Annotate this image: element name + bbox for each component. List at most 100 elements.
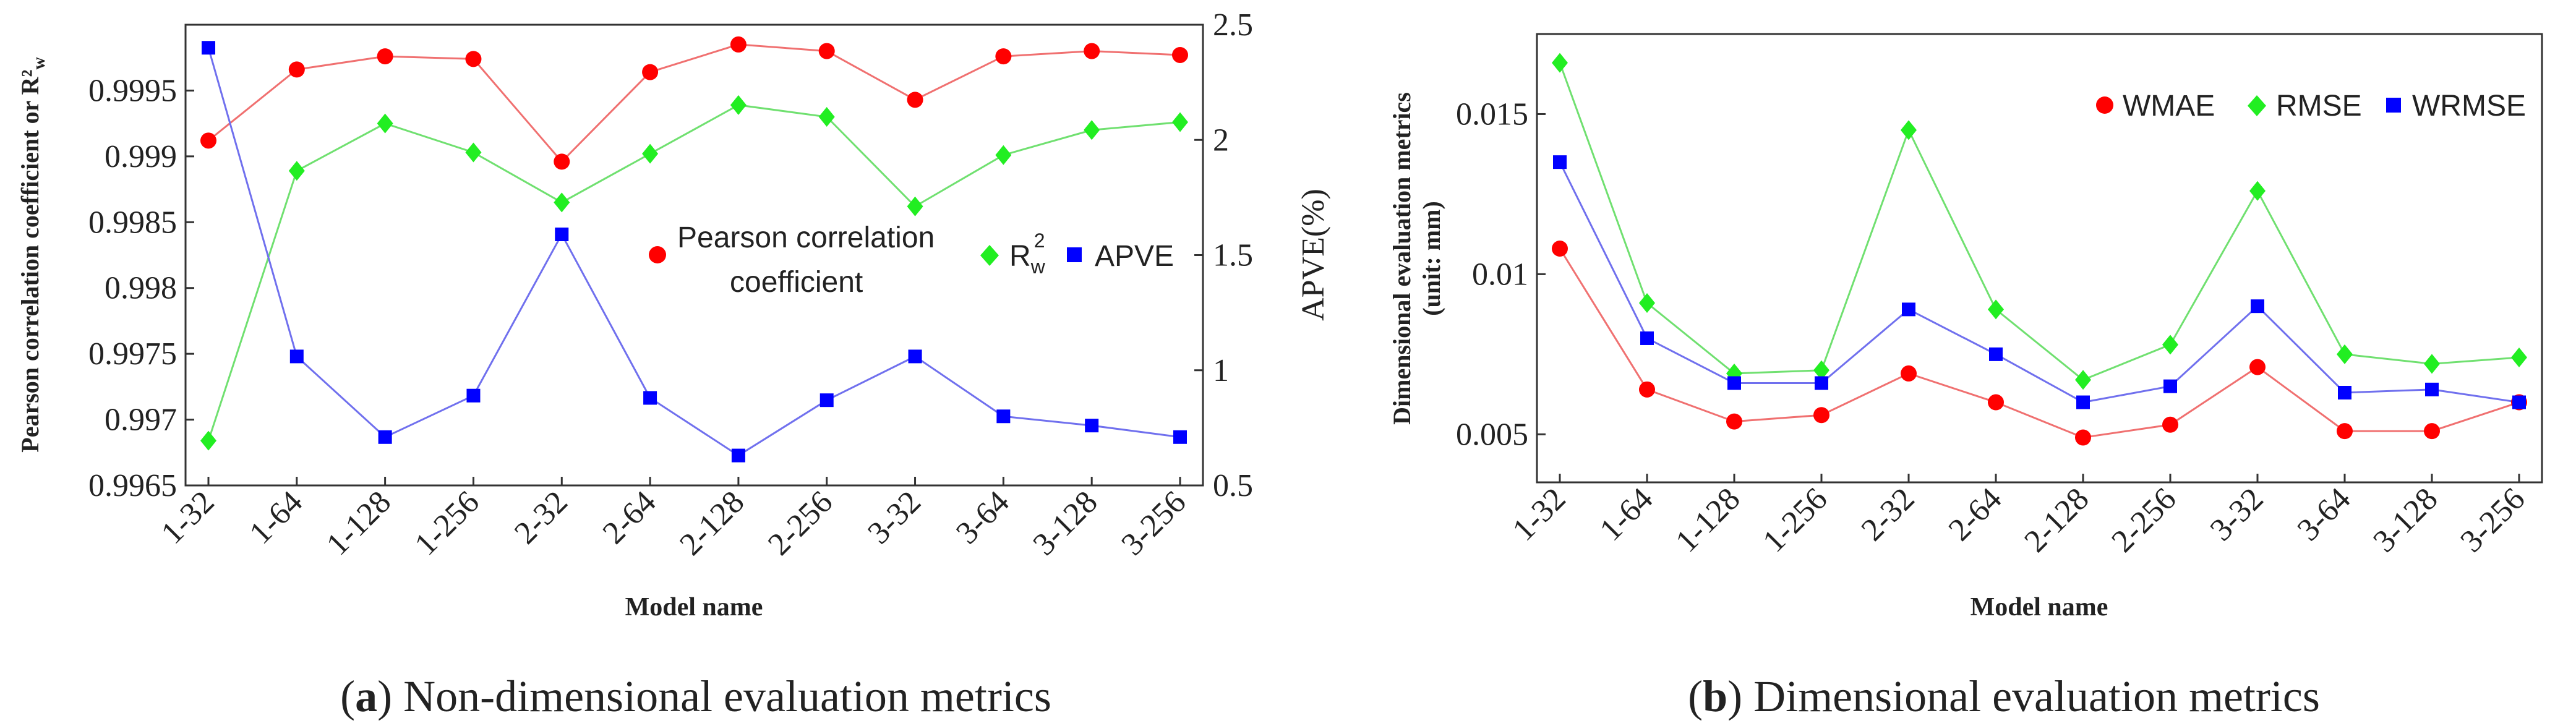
data-point [996,409,1011,424]
chart-a-ylabel: Pearson correlation coefficient or R²w [16,57,49,453]
y2tick-label: 2 [1213,122,1229,158]
data-point [289,349,304,364]
xtick-label: 1-64 [1593,481,1660,548]
chart-a-y2label: APVE(%) [1296,189,1331,321]
data-point [555,227,569,241]
data-point [995,48,1012,65]
chart-b-ylabel-2: (unit: mm) [1418,201,1445,316]
chart-a-ylabel-main: Pearson correlation coefficient or R² [16,70,44,453]
xtick-label: 2-256 [2105,481,2183,559]
data-point [1988,394,2004,411]
chart-b-x-axis: 1-32 1-64 1-128 1-256 2-32 2-64 2-128 2-256 3-32… [1506,474,2531,559]
data-point [995,145,1012,165]
chart-b-series [1552,53,2527,446]
xtick-label: 1-32 [1506,481,1573,548]
caption-b-letter: b [1703,672,1727,721]
chart-b-frame [1536,33,2543,484]
data-point [2075,370,2091,390]
data-point [2162,416,2178,433]
data-point [2425,382,2439,396]
legend-apve-label: APVE [1095,240,1174,273]
caption-b: (b) Dimensional evaluation metrics [1688,672,2320,721]
data-point [200,430,216,451]
ytick-label: 0.9975 [88,336,177,372]
caption-a-letter: a [355,672,377,721]
data-point [200,132,216,149]
data-point [2251,299,2264,314]
data-point [377,48,393,65]
data-point [2076,395,2090,409]
chart-a-x-axis: 1-32 1-64 1-128 1-256 2-32 2-64 2-128 2-256 3-32… [155,477,1192,562]
chart-a-left-axis: 0.9965 0.997 0.9975 0.998 0.9985 0.999 0.9995 [88,73,194,503]
ytick-label: 0.005 [1456,417,1528,452]
chart-a-series [200,36,1188,463]
chart-b-xlabel: Model name [1971,593,2108,621]
xtick-label: 2-32 [508,484,575,551]
data-point [378,430,392,444]
legend-r2w-label: Rw 2 [1009,229,1046,278]
data-point [730,95,747,115]
xtick-label: 3-32 [2204,481,2270,548]
chart-b: 0.005 0.01 0.015 1-32 1-64 1-128 1-256 2-32 2-6… [1388,33,2543,621]
xtick-label: 2-32 [1855,481,1922,548]
data-point [642,64,659,80]
data-point [1815,376,1828,390]
data-point [1639,293,1655,313]
legend-r2w-sub: w [1030,255,1046,278]
chart-b-legend: WMAE RMSE WRMSE [2096,90,2526,122]
chart-b-y-axis: 0.005 0.01 0.015 [1456,96,1546,452]
data-point [2249,181,2266,201]
ytick-label: 0.9985 [88,205,177,240]
xtick-label: 2-128 [2018,481,2095,559]
data-point [819,393,834,408]
legend-r2w-sup: 2 [1034,229,1045,252]
data-point [1813,407,1829,424]
data-point [1726,413,1742,430]
data-point [465,51,482,67]
legend-rmse-label: RMSE [2276,90,2362,122]
data-point [466,388,481,403]
data-point [642,143,659,164]
data-point [288,161,305,181]
legend-pearson-label-2: coefficient [730,266,863,299]
xtick-label: 2-256 [761,484,839,562]
xtick-label: 3-128 [2366,481,2444,559]
ytick-label: 0.997 [105,403,177,438]
y2tick-label: 1 [1213,353,1229,388]
data-point [907,196,923,216]
series-line-wrmse [1559,161,2520,404]
xtick-label: 2-64 [1942,481,2009,548]
legend-rmse-marker [2248,95,2266,116]
data-point [1988,299,2004,320]
xtick-label: 2-128 [673,484,751,562]
data-point [1552,53,1568,73]
data-point [2424,423,2440,440]
data-point [1552,240,1568,257]
legend-pearson-marker [649,246,666,263]
data-point [1085,419,1099,433]
data-point [1172,46,1188,63]
series-line-apve [207,47,1181,457]
data-point [554,153,570,170]
legend-apve-marker [1067,247,1082,262]
series-line-r-w [207,104,1181,442]
series-line-pearson-correlation-coefficient [208,43,1181,163]
xtick-label: 3-64 [949,484,1016,551]
data-point [2337,344,2353,364]
xtick-label: 1-128 [1669,481,1747,559]
data-point [288,61,305,78]
data-point [1727,376,1741,390]
xtick-label: 3-64 [2291,481,2358,548]
chart-b-ylabel-1: Dimensional evaluation metrics [1388,92,1416,425]
y2tick-label: 2.5 [1213,7,1253,43]
data-point [202,41,215,55]
data-point [554,192,570,213]
legend-pearson-label-1: Pearson correlation [677,221,935,254]
data-point [731,448,745,463]
data-point [1084,43,1100,59]
chart-a-frame [184,23,1204,487]
chart-a-legend: Pearson correlation coefficient Rw 2 APVE [649,221,1174,299]
data-point [1172,112,1188,132]
data-point [907,92,923,108]
